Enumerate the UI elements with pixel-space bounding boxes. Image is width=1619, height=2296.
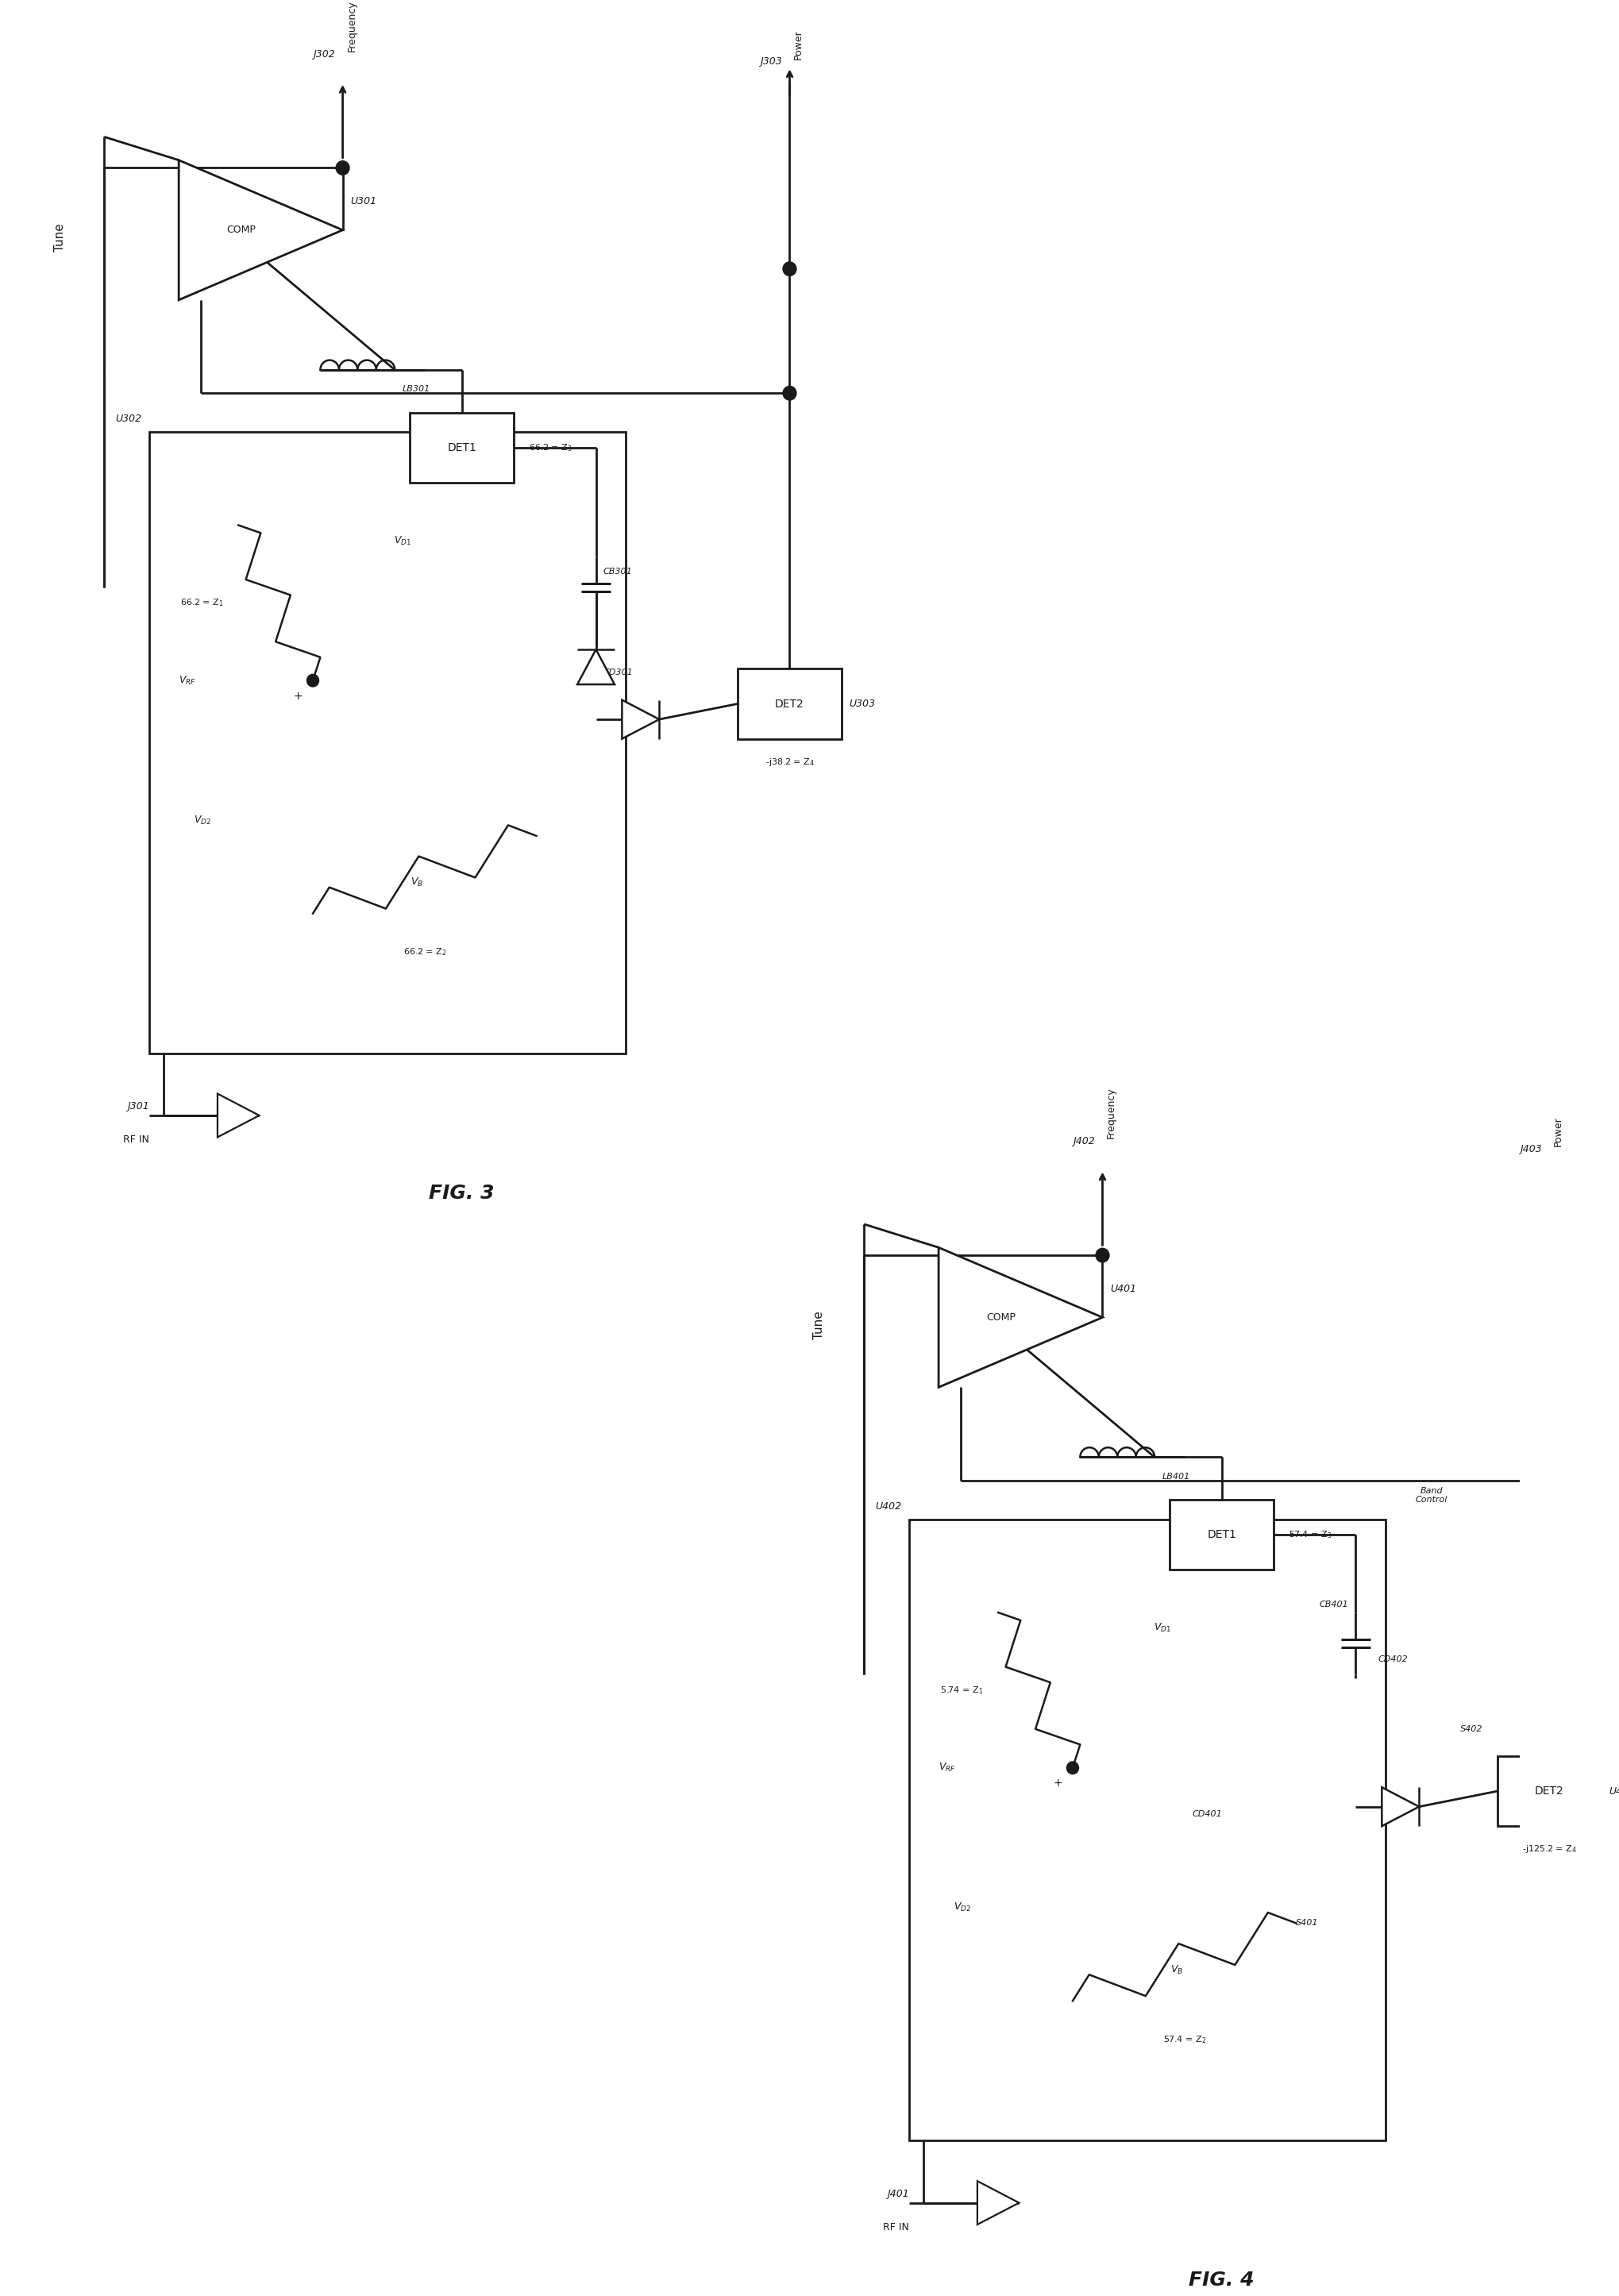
Bar: [410, 413, 513, 482]
Text: DET1: DET1: [1206, 1529, 1235, 1541]
Text: CB301: CB301: [604, 567, 633, 576]
Text: U301: U301: [350, 197, 376, 207]
Text: FIG. 4: FIG. 4: [1188, 2271, 1253, 2289]
Text: COMP: COMP: [986, 1313, 1015, 1322]
Text: DET2: DET2: [774, 698, 803, 709]
Text: -j38.2 = Z$_4$: -j38.2 = Z$_4$: [764, 755, 814, 767]
Text: 5.74 = Z$_1$: 5.74 = Z$_1$: [939, 1685, 983, 1697]
Text: Frequency: Frequency: [1106, 1088, 1115, 1139]
Text: J301: J301: [126, 1102, 149, 1111]
Text: DET1: DET1: [447, 441, 476, 452]
Text: J303: J303: [759, 57, 782, 67]
Text: S402: S402: [1459, 1724, 1481, 1733]
Text: Power: Power: [1553, 1116, 1562, 1146]
Text: COMP: COMP: [227, 225, 256, 234]
Text: U401: U401: [1109, 1283, 1135, 1295]
Circle shape: [1067, 1761, 1078, 1775]
Text: J302: J302: [312, 48, 335, 60]
Text: CD401: CD401: [1192, 1812, 1221, 1818]
Polygon shape: [976, 2181, 1018, 2225]
Text: RF IN: RF IN: [123, 1134, 149, 1146]
Bar: [1496, 1756, 1601, 1825]
Text: CD301: CD301: [604, 668, 633, 677]
Circle shape: [1094, 1249, 1109, 1263]
Polygon shape: [622, 700, 659, 739]
Text: 57.4 = Z$_2$: 57.4 = Z$_2$: [1162, 2034, 1206, 2046]
Circle shape: [1541, 1350, 1556, 1364]
Text: $V_B$: $V_B$: [411, 877, 423, 889]
Text: Power: Power: [793, 30, 803, 60]
Text: J403: J403: [1519, 1143, 1541, 1155]
Polygon shape: [576, 650, 614, 684]
Text: Tune: Tune: [53, 223, 65, 253]
Text: Band
Control: Band Control: [1415, 1486, 1447, 1504]
Text: $V_{D2}$: $V_{D2}$: [194, 815, 210, 827]
Text: LB301: LB301: [402, 386, 431, 393]
Text: CD402: CD402: [1378, 1655, 1407, 1662]
Text: U402: U402: [874, 1502, 900, 1511]
Bar: [908, 1520, 1384, 2140]
Text: U302: U302: [115, 413, 141, 425]
Text: CB401: CB401: [1318, 1600, 1347, 1609]
Polygon shape: [1381, 1786, 1418, 1825]
Text: +: +: [293, 691, 303, 703]
Text: $V_{D1}$: $V_{D1}$: [1153, 1621, 1171, 1635]
Text: DET2: DET2: [1535, 1786, 1564, 1798]
Text: Tune: Tune: [813, 1311, 826, 1339]
Text: Frequency: Frequency: [346, 0, 356, 51]
Text: RF IN: RF IN: [882, 2223, 908, 2232]
Polygon shape: [937, 1247, 1103, 1387]
Text: LB401: LB401: [1161, 1472, 1190, 1481]
Polygon shape: [217, 1093, 259, 1137]
Bar: [1169, 1499, 1273, 1570]
Text: $V_{D2}$: $V_{D2}$: [954, 1901, 970, 1913]
Circle shape: [1541, 1474, 1556, 1488]
Text: -j125.2 = Z$_4$: -j125.2 = Z$_4$: [1522, 1844, 1575, 1855]
Text: $V_{D1}$: $V_{D1}$: [393, 535, 411, 546]
Text: 57.4 = Z$_3$: 57.4 = Z$_3$: [1289, 1529, 1331, 1541]
Text: J402: J402: [1072, 1137, 1094, 1146]
Text: J401: J401: [886, 2188, 908, 2200]
Text: $V_B$: $V_B$: [1171, 1963, 1183, 1977]
Text: S401: S401: [1295, 1919, 1318, 1926]
Text: U303: U303: [848, 698, 876, 709]
Text: 66.2 = Z$_2$: 66.2 = Z$_2$: [403, 946, 445, 957]
Bar: [149, 432, 625, 1054]
Text: +: +: [1052, 1777, 1062, 1789]
Text: FIG. 3: FIG. 3: [429, 1185, 494, 1203]
Text: U403: U403: [1608, 1786, 1619, 1795]
Bar: [737, 668, 842, 739]
Text: $V_{RF}$: $V_{RF}$: [178, 675, 196, 687]
Text: $V_{RF}$: $V_{RF}$: [937, 1761, 955, 1775]
Circle shape: [335, 161, 350, 174]
Circle shape: [306, 675, 319, 687]
Circle shape: [782, 262, 797, 276]
Text: 66.2 = Z$_3$: 66.2 = Z$_3$: [529, 443, 572, 452]
Circle shape: [782, 386, 797, 400]
Text: 66.2 = Z$_1$: 66.2 = Z$_1$: [180, 597, 223, 608]
Polygon shape: [178, 161, 343, 301]
